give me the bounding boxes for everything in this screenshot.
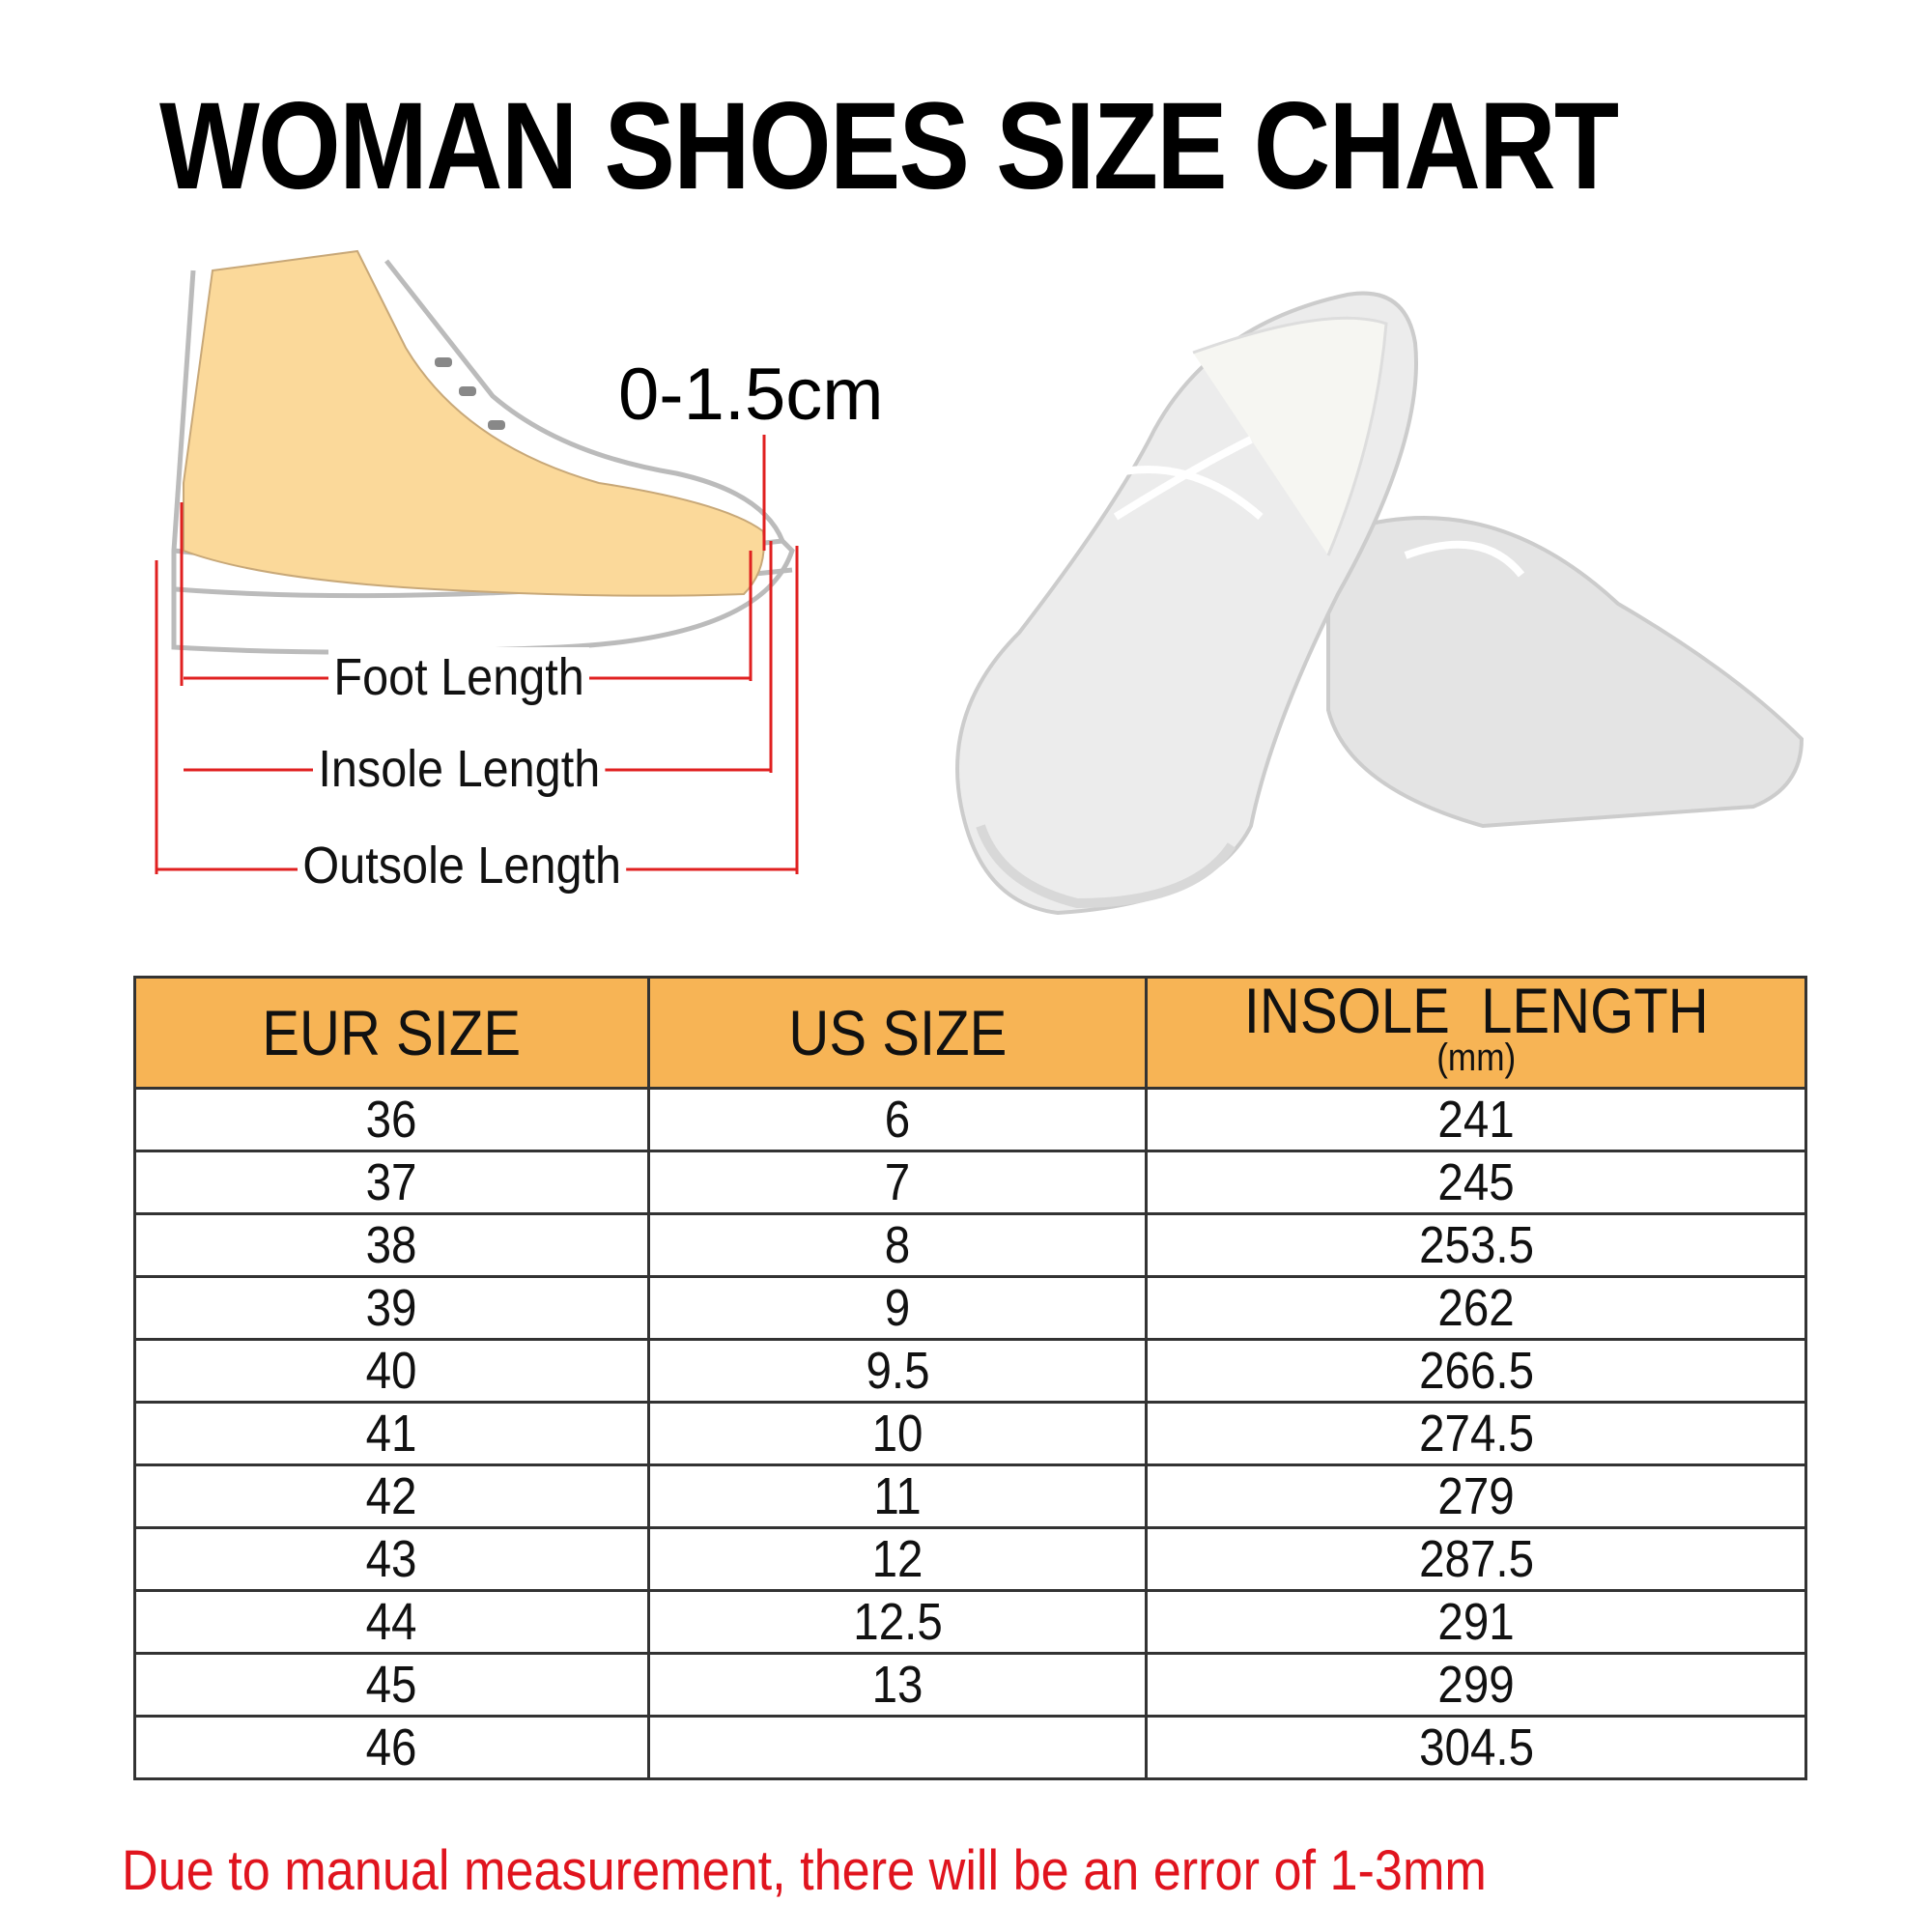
- cell-us-size: 12.5: [646, 1589, 1149, 1655]
- cell-insole-length: 287.5: [1145, 1526, 1807, 1592]
- header-insole-length: INSOLE LENGTH (mm): [1145, 976, 1807, 1090]
- page-title: WOMAN SHOES SIZE CHART: [159, 77, 1619, 215]
- cell-eur-size: 43: [133, 1526, 650, 1592]
- cell-us-size: 7: [646, 1150, 1149, 1215]
- cell-eur-size: 41: [133, 1401, 650, 1466]
- table-row: 42 11 279: [133, 1463, 1807, 1529]
- cell-us-size: 11: [646, 1463, 1149, 1529]
- table-row: 39 9 262: [133, 1275, 1807, 1341]
- cell-insole-length: 274.5: [1145, 1401, 1807, 1466]
- cell-eur-size: 44: [133, 1589, 650, 1655]
- outsole-length-label: Outsole Length: [298, 836, 627, 895]
- header-unit: (mm): [1436, 1037, 1517, 1079]
- cell-insole-length: 279: [1145, 1463, 1807, 1529]
- cell-eur-size: 36: [133, 1087, 650, 1152]
- cell-insole-length: 304.5: [1145, 1715, 1807, 1780]
- table-row: 38 8 253.5: [133, 1212, 1807, 1278]
- cell-eur-size: 40: [133, 1338, 650, 1404]
- foot-measurement-diagram: [155, 249, 799, 874]
- foot-length-label: Foot Length: [328, 647, 590, 707]
- back-shoe: [1326, 516, 1804, 829]
- table-header-row: EUR SIZE US SIZE INSOLE LENGTH (mm): [133, 976, 1807, 1090]
- cell-insole-length: 241: [1145, 1087, 1807, 1152]
- size-chart-table: EUR SIZE US SIZE INSOLE LENGTH (mm) 36 6 24…: [133, 976, 1807, 1780]
- insole-length-label: Insole Length: [313, 739, 606, 799]
- cell-us-size: 12: [646, 1526, 1149, 1592]
- cell-insole-length: 299: [1145, 1652, 1807, 1718]
- white-shoes-image: [955, 291, 1804, 916]
- measurement-arrows: [155, 435, 799, 874]
- table-row: 40 9.5 266.5: [133, 1338, 1807, 1404]
- table-row: 37 7 245: [133, 1150, 1807, 1215]
- cell-eur-size: 46: [133, 1715, 650, 1780]
- cell-eur-size: 45: [133, 1652, 650, 1718]
- cell-insole-length: 253.5: [1145, 1212, 1807, 1278]
- measurement-note: Due to manual measurement, there will be…: [122, 1839, 1487, 1902]
- table-row: 44 12.5 291: [133, 1589, 1807, 1655]
- cell-us-size: 6: [646, 1087, 1149, 1152]
- cell-eur-size: 37: [133, 1150, 650, 1215]
- foot-shape: [183, 249, 765, 597]
- cell-us-size: 13: [646, 1652, 1149, 1718]
- table-row: 46 304.5: [133, 1715, 1807, 1780]
- cell-us-size: 10: [646, 1401, 1149, 1466]
- cell-us-size: 9.5: [646, 1338, 1149, 1404]
- table-row: 45 13 299: [133, 1652, 1807, 1718]
- table-row: 41 10 274.5: [133, 1401, 1807, 1466]
- cell-eur-size: 42: [133, 1463, 650, 1529]
- laces: [1094, 436, 1525, 578]
- table-row: 36 6 241: [133, 1087, 1807, 1152]
- cell-insole-length: 291: [1145, 1589, 1807, 1655]
- cell-eur-size: 38: [133, 1212, 650, 1278]
- lace-marks: [435, 357, 505, 430]
- table-row: 43 12 287.5: [133, 1526, 1807, 1592]
- cell-insole-length: 262: [1145, 1275, 1807, 1341]
- cell-insole-length: 266.5: [1145, 1338, 1807, 1404]
- gap-label: 0-1.5cm: [618, 354, 884, 436]
- header-eur-size: EUR SIZE: [133, 976, 650, 1090]
- cell-us-size: 8: [646, 1212, 1149, 1278]
- cell-insole-length: 245: [1145, 1150, 1807, 1215]
- cell-eur-size: 39: [133, 1275, 650, 1341]
- cell-us-size: 9: [646, 1275, 1149, 1341]
- header-us-size: US SIZE: [646, 976, 1149, 1090]
- cell-us-size: [646, 1715, 1149, 1780]
